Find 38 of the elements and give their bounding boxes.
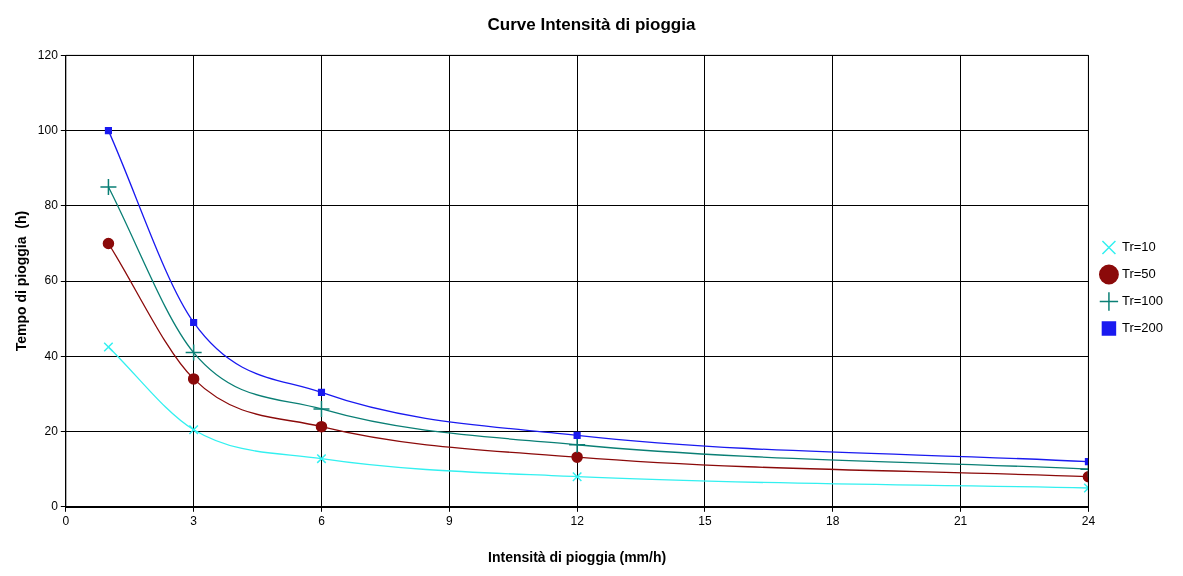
point (188, 424, 199, 435)
point (571, 451, 583, 463)
x-tick-label: 0 (62, 514, 70, 529)
point (315, 420, 328, 433)
legend-label: Tr=50 (1121, 266, 1156, 282)
x-tick-label: 12 (570, 514, 585, 529)
y-tick-label: 120 (37, 47, 59, 62)
x-axis-title: Intensità di pioggia (mm/h) (488, 549, 667, 566)
x-tick-label: 3 (190, 514, 198, 529)
x-tick-label: 24 (1081, 514, 1096, 529)
point (190, 318, 198, 327)
point (102, 237, 115, 250)
chart-title: Curve Intensità di pioggia (487, 14, 696, 34)
legend-label: Tr=100 (1121, 293, 1164, 309)
point (104, 127, 113, 135)
legend-label: Tr=200 (1121, 320, 1164, 336)
point (103, 341, 114, 352)
y-tick-label: 0 (51, 499, 59, 514)
y-tick-label: 20 (44, 423, 59, 438)
legend-label: Tr=10 (1121, 239, 1156, 255)
point (99, 178, 118, 196)
x-tick-label: 21 (953, 514, 968, 529)
point (184, 343, 203, 362)
point (317, 388, 326, 397)
x-tick-label: 15 (698, 514, 712, 529)
y-tick-label: 80 (44, 198, 59, 213)
y-tick-label: 100 (37, 122, 59, 137)
point (573, 431, 581, 439)
y-axis-title: Tempo di pioggia (h) (13, 210, 30, 352)
y-tick-label: 60 (44, 273, 59, 288)
x-tick-label: 6 (318, 514, 326, 529)
point (572, 471, 583, 482)
x-tick-label: 9 (445, 514, 453, 529)
point (187, 373, 200, 385)
point (312, 400, 331, 418)
y-tick-label: 40 (44, 348, 59, 363)
x-tick-label: 18 (826, 514, 840, 529)
point (316, 453, 327, 464)
